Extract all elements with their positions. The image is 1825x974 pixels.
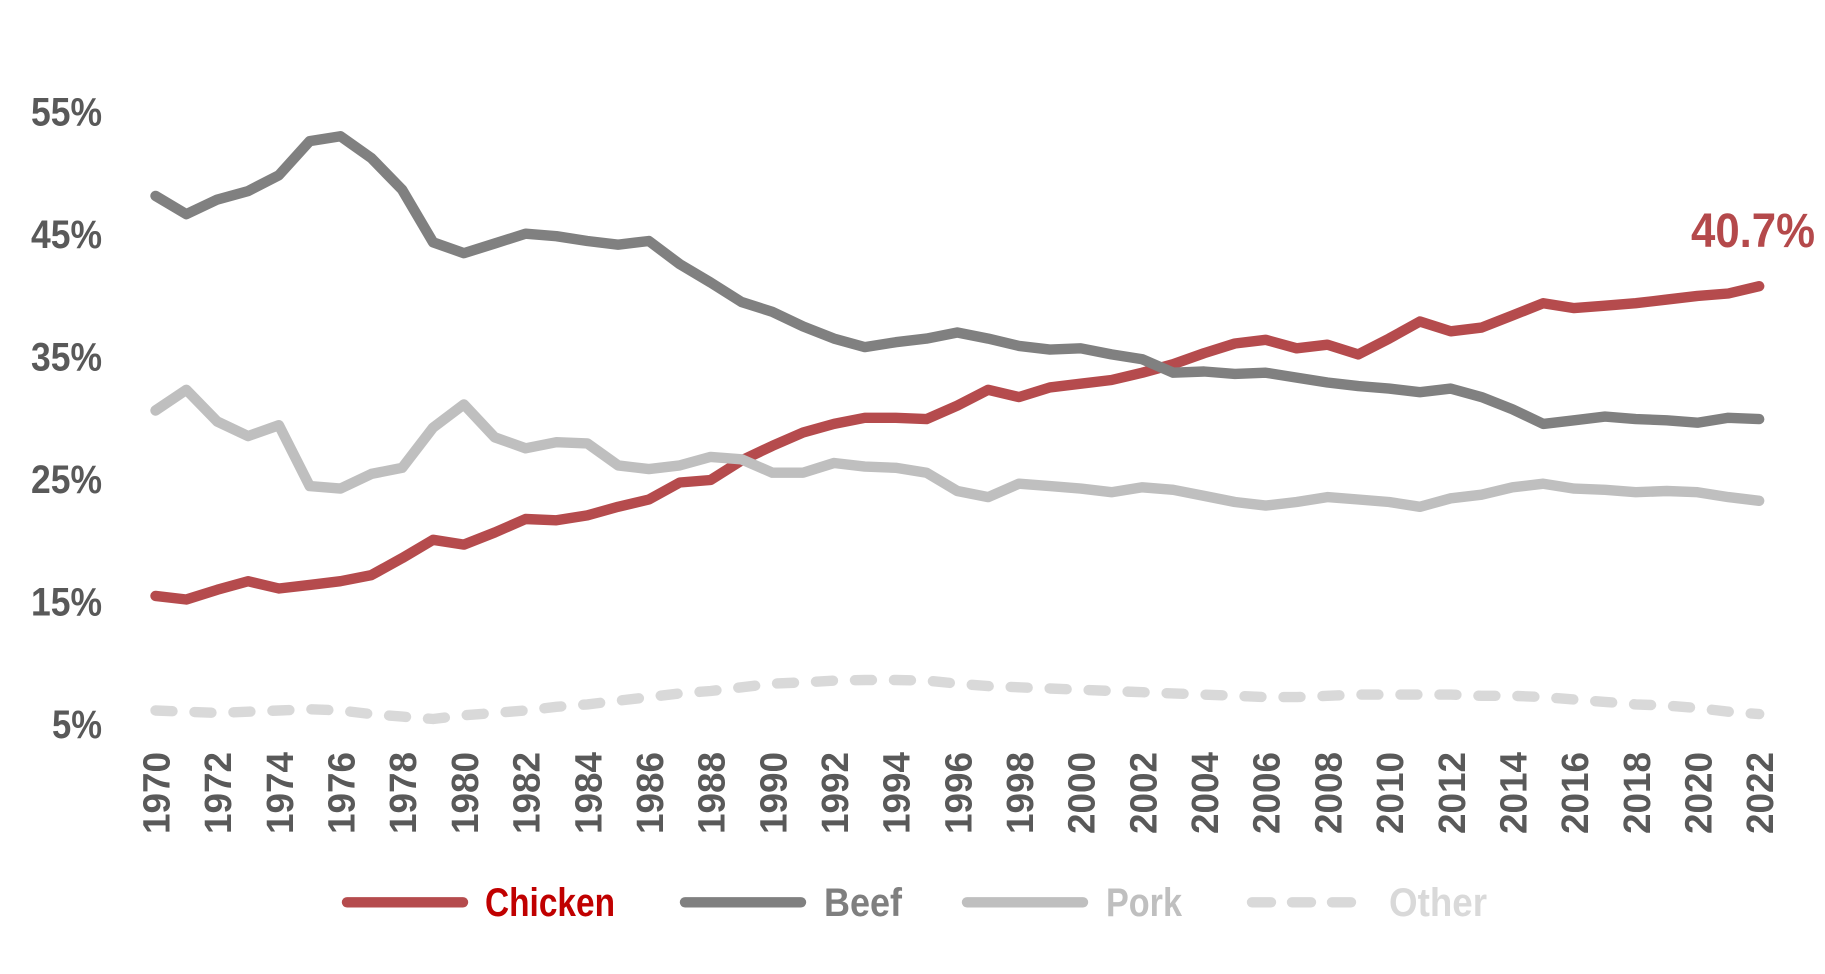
- svg-text:1988: 1988: [692, 752, 734, 834]
- svg-text:Beef: Beef: [824, 881, 903, 925]
- svg-text:2022: 2022: [1740, 752, 1782, 834]
- svg-text:1972: 1972: [198, 752, 240, 834]
- svg-text:45%: 45%: [31, 213, 102, 257]
- svg-text:2008: 2008: [1308, 752, 1350, 834]
- svg-text:2002: 2002: [1123, 752, 1165, 834]
- svg-text:1974: 1974: [260, 752, 302, 834]
- svg-text:Chicken: Chicken: [485, 881, 615, 925]
- svg-text:Pork: Pork: [1106, 881, 1183, 925]
- svg-text:1998: 1998: [1000, 752, 1042, 834]
- svg-text:2004: 2004: [1185, 752, 1227, 834]
- svg-text:1980: 1980: [445, 752, 487, 834]
- svg-text:Other: Other: [1389, 881, 1487, 925]
- svg-text:1976: 1976: [322, 752, 364, 834]
- svg-text:5%: 5%: [52, 703, 102, 747]
- svg-text:2014: 2014: [1494, 752, 1536, 834]
- svg-text:2012: 2012: [1432, 752, 1474, 834]
- svg-text:2018: 2018: [1617, 752, 1659, 834]
- svg-text:15%: 15%: [31, 581, 102, 625]
- svg-text:55%: 55%: [31, 91, 102, 135]
- svg-text:1982: 1982: [507, 752, 549, 834]
- svg-text:1992: 1992: [815, 752, 857, 834]
- svg-text:35%: 35%: [31, 336, 102, 380]
- svg-text:40.7%: 40.7%: [1691, 205, 1815, 258]
- svg-text:2016: 2016: [1555, 752, 1597, 834]
- svg-text:2006: 2006: [1247, 752, 1289, 834]
- svg-text:1978: 1978: [383, 752, 425, 834]
- svg-text:25%: 25%: [31, 458, 102, 502]
- svg-text:1994: 1994: [877, 752, 919, 834]
- svg-text:2010: 2010: [1370, 752, 1412, 834]
- svg-text:2000: 2000: [1062, 752, 1104, 834]
- svg-text:1990: 1990: [753, 752, 795, 834]
- svg-text:1970: 1970: [137, 752, 179, 834]
- svg-text:1984: 1984: [568, 752, 610, 834]
- svg-text:1986: 1986: [630, 752, 672, 834]
- svg-text:1996: 1996: [938, 752, 980, 834]
- svg-text:2020: 2020: [1679, 752, 1721, 834]
